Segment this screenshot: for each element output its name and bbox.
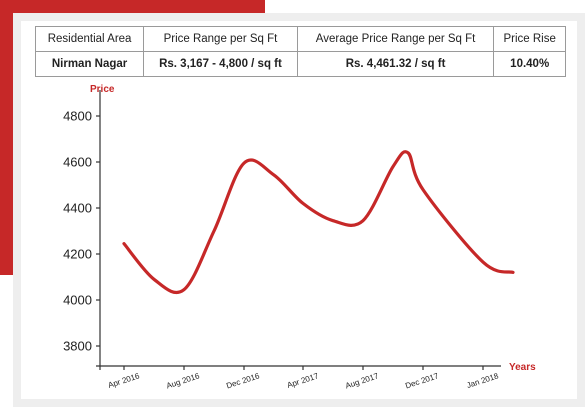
cell-price-range: Rs. 3,167 - 4,800 / sq ft [143, 51, 298, 77]
x-tick-label: Dec 2017 [404, 371, 440, 390]
y-tick-label: 4200 [63, 247, 92, 262]
table-row: Nirman Nagar Rs. 3,167 - 4,800 / sq ft R… [34, 51, 566, 77]
y-tick-label: 4000 [63, 293, 92, 308]
y-axis-label: Price [90, 84, 115, 95]
cell-area-name: Nirman Nagar [34, 51, 145, 77]
chart-card: Residential Area Price Range per Sq Ft A… [21, 21, 577, 399]
accent-bar-left [0, 0, 13, 275]
price-line-chart: Price Years 3800 4000 4200 4400 4600 4800 Apr … [63, 84, 536, 390]
header-residential-area: Residential Area [34, 26, 145, 52]
y-tick-label: 4800 [63, 109, 92, 124]
x-tick-label: Apr 2016 [107, 371, 141, 390]
x-axis-label: Years [509, 362, 536, 373]
x-tick-label: Jan 2018 [466, 371, 501, 390]
x-tick-label: Dec 2016 [225, 371, 261, 390]
cell-average-price: Rs. 4,461.32 / sq ft [296, 51, 495, 77]
y-tick-label: 3800 [63, 339, 92, 354]
price-info-table: Residential Area Price Range per Sq Ft A… [34, 26, 566, 77]
header-price-range: Price Range per Sq Ft [143, 26, 298, 52]
accent-bar-top [0, 0, 265, 13]
x-tick-label: Aug 2017 [344, 371, 380, 390]
x-tick-label: Apr 2017 [286, 371, 320, 390]
y-tick-label: 4600 [63, 155, 92, 170]
header-average-price: Average Price Range per Sq Ft [296, 26, 495, 52]
price-series-line [122, 150, 515, 295]
cell-price-rise: 10.40% [493, 51, 566, 77]
x-tick-label: Aug 2016 [165, 371, 201, 390]
y-tick-label: 4400 [63, 201, 92, 216]
table-header-row: Residential Area Price Range per Sq Ft A… [34, 26, 566, 52]
